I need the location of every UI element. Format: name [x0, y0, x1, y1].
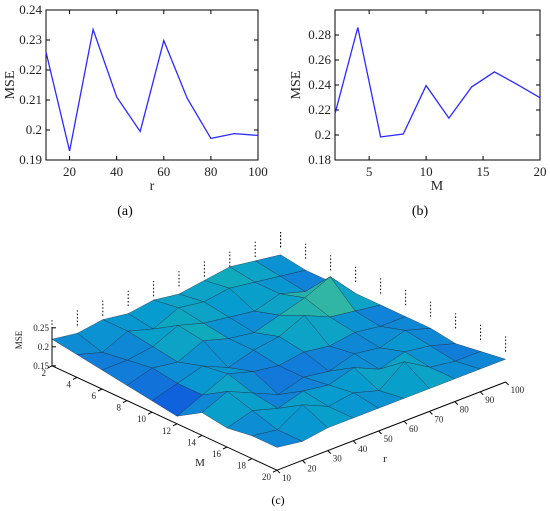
panel-c-surface — [51, 254, 507, 448]
r-tick-label: 50 — [384, 434, 394, 444]
panel-b-label: (b) — [412, 204, 429, 219]
a-y-tick-label: 0.23 — [19, 32, 42, 47]
r-tick-label: 10 — [282, 473, 292, 483]
r-tick-label: 30 — [333, 454, 343, 464]
z-tick-label: 0.15 — [33, 361, 49, 371]
surface-patch — [251, 429, 304, 448]
a-x-tick-label: 40 — [110, 164, 123, 179]
m-tick — [222, 446, 228, 450]
m-tick-label: 2 — [42, 368, 47, 378]
b-y-tick-label: 0.22 — [308, 102, 331, 117]
r-tick — [276, 469, 281, 474]
r-tick-label: 80 — [460, 405, 470, 415]
m-tick-label: 12 — [162, 426, 171, 436]
a-y-tick-label: 0.2 — [26, 122, 42, 137]
panel-a-plot-frame — [45, 9, 259, 161]
b-y-tick-label: 0.26 — [308, 52, 331, 67]
panel-c-r-axis-title: r — [383, 453, 387, 465]
a-x-tick-label: 20 — [63, 164, 76, 179]
panel-a-series-line — [45, 27, 259, 152]
m-tick-label: 4 — [67, 379, 72, 389]
panel-c-axes: 0.15 0.2 0.25 2 4 6 8 10 12 14 16 18 20 10 20 30 40 50 60 7… — [33, 232, 525, 483]
z-tick-label: 0.25 — [33, 323, 49, 333]
m-tick — [72, 376, 78, 380]
m-tick-label: 18 — [237, 461, 247, 471]
r-tick-label: 60 — [409, 424, 419, 434]
panel-a-y-axis-title: MSE — [3, 71, 18, 100]
r-tick-label: 100 — [511, 385, 525, 395]
b-y-tick-label: 0.28 — [308, 27, 331, 42]
panel-c-label: (c) — [271, 493, 284, 507]
panel-b-series-line — [334, 27, 541, 138]
b-x-tick-label: 15 — [477, 164, 490, 179]
a-y-tick-label: 0.19 — [19, 152, 42, 167]
r-tick-label: 90 — [485, 395, 495, 405]
a-y-tick-label: 0.22 — [19, 62, 42, 77]
m-tick-label: 16 — [212, 449, 222, 459]
r-tick — [302, 460, 306, 464]
r-tick-label: 20 — [307, 463, 317, 473]
panel-b-x-axis-title: M — [431, 179, 444, 194]
surface-base-edge — [276, 381, 506, 471]
a-y-tick-label: 0.21 — [19, 92, 42, 107]
a-x-tick-label: 80 — [204, 164, 217, 179]
m-tick — [197, 434, 203, 438]
m-tick — [247, 458, 253, 462]
m-tick — [122, 400, 128, 404]
panel-b-line-chart: 5 10 15 20 0.18 0.2 0.22 0.24 0.26 0.28 M MSE (b… — [289, 9, 547, 219]
panel-a-label: (a) — [117, 204, 133, 219]
panel-c-surface-chart: 0.15 0.2 0.25 2 4 6 8 10 12 14 16 18 20 10 20 30 40 50 60 7… — [14, 232, 525, 507]
a-x-tick-label: 100 — [248, 164, 268, 179]
b-y-tick-label: 0.2 — [315, 127, 331, 142]
m-tick — [97, 388, 103, 392]
panel-b-plot-frame — [334, 9, 541, 161]
b-y-tick-label: 0.24 — [308, 77, 331, 92]
b-x-tick-label: 5 — [366, 164, 373, 179]
r-tick-label: 70 — [434, 414, 444, 424]
r-tick — [505, 381, 509, 386]
a-x-tick-label: 60 — [157, 164, 170, 179]
m-tick — [172, 423, 178, 427]
a-y-tick-label: 0.24 — [19, 2, 42, 17]
panel-b-y-axis-title: MSE — [289, 71, 304, 100]
panel-a-line-chart: 20 40 60 80 100 0.19 0.2 0.21 0.22 0.23 0.24 r MS… — [3, 2, 268, 219]
r-tick — [454, 401, 459, 405]
m-tick-label: 8 — [117, 403, 122, 413]
m-tick — [272, 469, 278, 473]
r-tick-label: 40 — [358, 444, 368, 454]
m-tick-label: 20 — [262, 472, 272, 482]
panel-c-m-axis-title: M — [195, 457, 205, 469]
surface-base-edge — [51, 365, 278, 471]
r-tick — [429, 411, 433, 415]
m-tick — [147, 411, 153, 415]
b-y-tick-label: 0.18 — [308, 152, 331, 167]
m-tick — [47, 365, 53, 369]
panel-c-z-axis-title: MSE — [14, 330, 24, 349]
z-tick-label: 0.2 — [38, 342, 49, 352]
r-tick — [378, 430, 382, 435]
r-tick — [479, 391, 484, 396]
r-tick — [403, 420, 408, 425]
m-tick-label: 10 — [137, 414, 147, 424]
b-x-tick-label: 10 — [420, 164, 433, 179]
b-x-tick-label: 20 — [534, 164, 547, 179]
m-tick-label: 14 — [187, 437, 197, 447]
r-tick — [327, 450, 332, 454]
panel-a-x-axis-title: r — [150, 179, 155, 194]
r-tick — [352, 440, 357, 445]
m-tick-label: 6 — [92, 391, 97, 401]
